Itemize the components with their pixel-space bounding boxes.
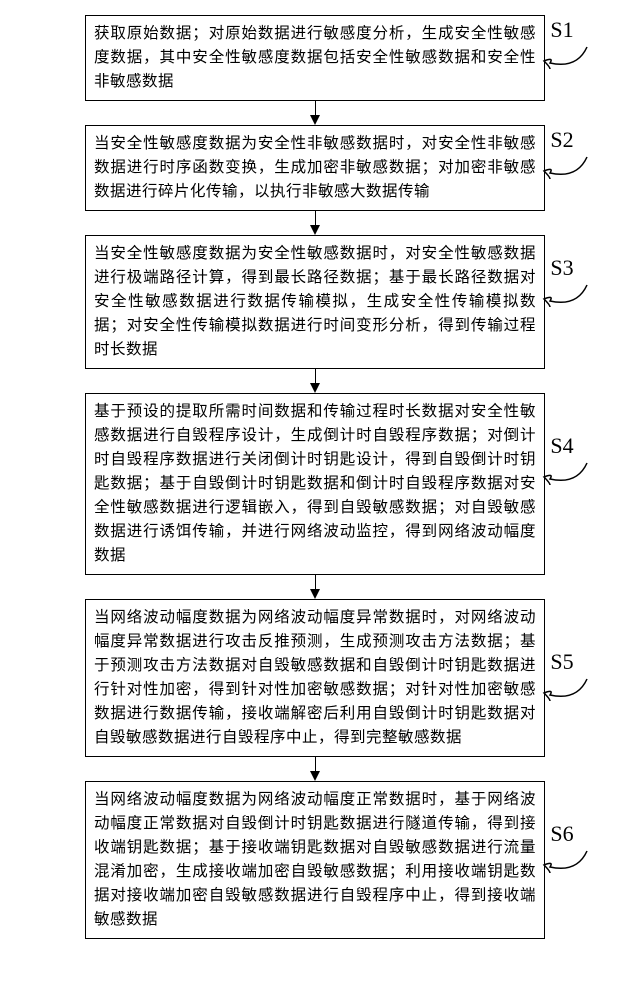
step-box-s3: 当安全性敏感度数据为安全性敏感数据时，对安全性敏感数据进行极端路径计算，得到最长… (85, 235, 545, 369)
flowchart-container: 获取原始数据；对原始数据进行敏感度分析，生成安全性敏感度数据，其中安全性敏感度数… (20, 15, 610, 939)
step-label-wrap: S6 (512, 821, 612, 875)
curly-arrow-icon (532, 281, 592, 309)
step-label: S4 (550, 433, 573, 459)
step-box-s2: 当安全性敏感度数据为安全性非敏感数据时，对安全性非敏感数据进行时序函数变换，生成… (85, 125, 545, 211)
curly-arrow-icon (532, 459, 592, 487)
step-box-s1: 获取原始数据；对原始数据进行敏感度分析，生成安全性敏感度数据，其中安全性敏感度数… (85, 15, 545, 101)
curly-arrow-icon (532, 43, 592, 71)
step-row: 获取原始数据；对原始数据进行敏感度分析，生成安全性敏感度数据，其中安全性敏感度数… (20, 15, 610, 101)
arrow-down-icon (310, 575, 320, 599)
step-label-wrap: S5 (512, 649, 612, 703)
arrow-down-icon (310, 211, 320, 235)
step-label: S2 (550, 127, 573, 153)
step-label: S6 (550, 821, 573, 847)
step-row: 当安全性敏感度数据为安全性敏感数据时，对安全性敏感数据进行极端路径计算，得到最长… (20, 235, 610, 369)
step-label: S5 (550, 649, 573, 675)
step-row: 当网络波动幅度数据为网络波动幅度正常数据时，基于网络波动幅度正常数据对自毁倒计时… (20, 781, 610, 939)
step-label-wrap: S1 (512, 17, 612, 71)
step-row: 当安全性敏感度数据为安全性非敏感数据时，对安全性非敏感数据进行时序函数变换，生成… (20, 125, 610, 211)
curly-arrow-icon (532, 847, 592, 875)
curly-arrow-icon (532, 153, 592, 181)
curly-arrow-icon (532, 675, 592, 703)
step-box-s5: 当网络波动幅度数据为网络波动幅度异常数据时，对网络波动幅度异常数据进行攻击反推预… (85, 599, 545, 757)
step-label: S1 (550, 17, 573, 43)
arrow-down-icon (310, 369, 320, 393)
step-row: 当网络波动幅度数据为网络波动幅度异常数据时，对网络波动幅度异常数据进行攻击反推预… (20, 599, 610, 757)
step-row: 基于预设的提取所需时间数据和传输过程时长数据对安全性敏感数据进行自毁程序设计，生… (20, 393, 610, 575)
step-box-s4: 基于预设的提取所需时间数据和传输过程时长数据对安全性敏感数据进行自毁程序设计，生… (85, 393, 545, 575)
step-box-s6: 当网络波动幅度数据为网络波动幅度正常数据时，基于网络波动幅度正常数据对自毁倒计时… (85, 781, 545, 939)
arrow-down-icon (310, 101, 320, 125)
step-label-wrap: S3 (512, 255, 612, 309)
step-label: S3 (550, 255, 573, 281)
arrow-down-icon (310, 757, 320, 781)
step-label-wrap: S4 (512, 433, 612, 487)
step-label-wrap: S2 (512, 127, 612, 181)
